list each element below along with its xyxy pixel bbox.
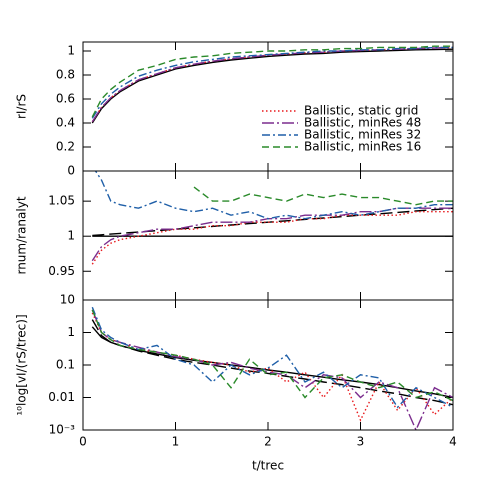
x-tick-label: 1 <box>172 435 180 449</box>
plot-area <box>91 306 453 430</box>
series-line <box>193 186 453 206</box>
y-tick-label: 10 <box>60 293 75 307</box>
x-tick-label: 3 <box>357 435 365 449</box>
y-tick-label: 0.2 <box>56 140 75 154</box>
x-tick-label: 0 <box>79 435 87 449</box>
series-line <box>91 309 453 402</box>
plot-area <box>91 171 453 265</box>
y-tick-label: 10⁻³ <box>49 423 76 437</box>
series-line <box>91 211 453 265</box>
y-tick-label: 1 <box>67 229 75 243</box>
y-tick-label: 0.6 <box>56 92 75 106</box>
series-line <box>91 45 453 118</box>
y-tick-label: 1.05 <box>48 194 75 208</box>
legend-label: Ballistic, minRes 32 <box>304 128 421 142</box>
legend-label: Ballistic, static grid <box>304 104 418 118</box>
y-tick-label: 1 <box>67 44 75 58</box>
series-line <box>91 312 453 422</box>
plot-frame <box>82 299 454 431</box>
y-tick-label: 0.95 <box>48 264 75 278</box>
x-axis-label: t/trec <box>252 459 284 473</box>
x-tick-label: 2 <box>264 435 272 449</box>
y-axis-label: rI/rS <box>15 94 29 119</box>
y-tick-label: 1 <box>67 325 75 339</box>
series-line <box>91 319 453 406</box>
y-axis-label: rnum/ranalyt <box>15 196 29 274</box>
legend-label: Ballistic, minRes 48 <box>304 116 421 130</box>
series-line <box>91 306 453 409</box>
x-tick-label: 4 <box>449 435 457 449</box>
plot-area <box>91 45 453 124</box>
series-line <box>91 46 453 119</box>
series-line <box>92 207 453 237</box>
series-line <box>94 171 453 220</box>
series-line <box>91 326 453 399</box>
series-line <box>91 48 453 124</box>
y-tick-label: 0.1 <box>56 358 75 372</box>
y-tick-label: 0.4 <box>56 116 75 130</box>
legend-label: Ballistic, minRes 16 <box>304 140 421 154</box>
y-tick-label: 0 <box>67 164 75 178</box>
y-tick-label: 0.01 <box>48 390 75 404</box>
y-axis-label: ¹⁰log[vI/(rS/trec)] <box>15 314 29 415</box>
y-tick-label: 0.8 <box>56 68 75 82</box>
series-line <box>91 309 453 430</box>
